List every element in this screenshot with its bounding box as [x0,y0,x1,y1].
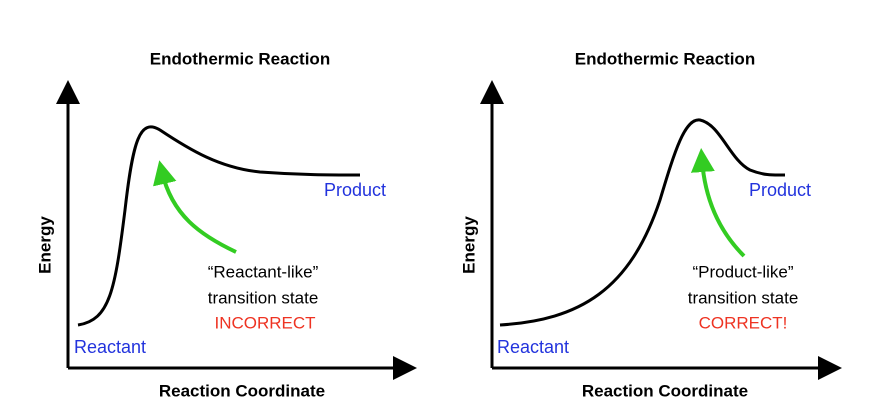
panel-right: Endothermic Reaction Energy Reaction Coo… [459,49,842,400]
start-label: Reactant [497,337,569,357]
start-label: Reactant [74,337,146,357]
x-axis-label: Reaction Coordinate [159,381,325,400]
end-label: Product [749,180,811,200]
annotation: transition state [208,288,319,307]
energy-curve [499,118,786,327]
panel-left: Endothermic Reaction Energy Reaction Coo… [35,49,417,400]
y-axis-label: Energy [35,216,54,274]
verdict: CORRECT! [699,313,788,332]
pointer-arrow [153,160,237,254]
end-label: Product [324,180,386,200]
energy-curve [77,125,361,327]
pointer-arrow [690,148,746,258]
y-axis-label: Energy [459,216,478,274]
annotation: “Reactant-like” [208,262,319,281]
annotation: transition state [688,288,799,307]
verdict: INCORRECT [214,313,315,332]
panel-title: Endothermic Reaction [150,49,330,68]
annotation: “Product-like” [692,262,793,281]
x-axis-label: Reaction Coordinate [582,381,748,400]
panel-title: Endothermic Reaction [575,49,755,68]
